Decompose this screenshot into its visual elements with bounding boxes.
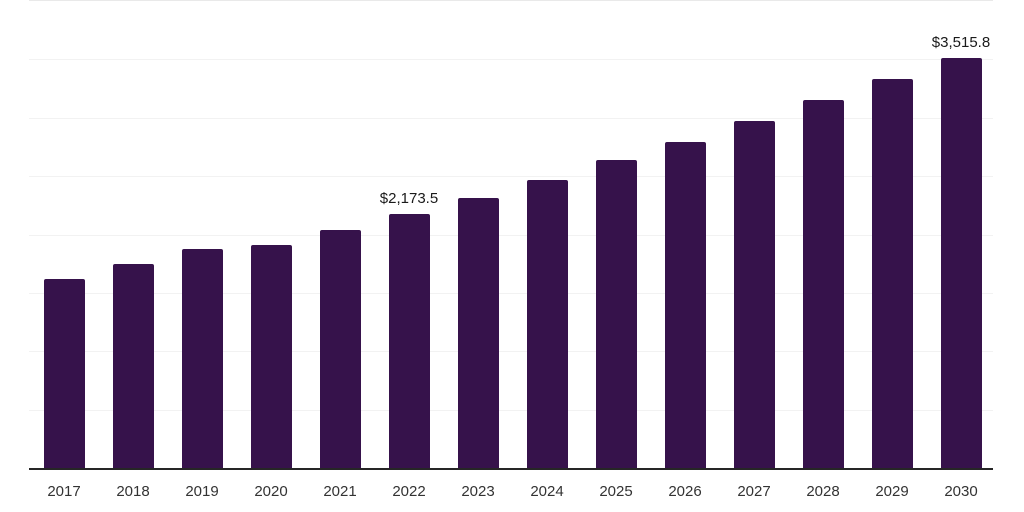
x-tick-label-2025: 2025 [599,483,633,500]
bar-2029 [871,79,913,468]
bar-2025 [595,160,637,468]
bar-2017 [43,278,85,468]
x-tick-label-2028: 2028 [806,483,840,500]
x-tick-label-2024: 2024 [530,483,564,500]
gridline [29,176,993,178]
bar-2022 [388,214,430,468]
gridline [29,234,993,236]
x-tick-label-2020: 2020 [254,483,288,500]
bar-2021 [319,229,361,468]
bar-2020 [250,245,292,468]
data-label-2030: $3,515.8 [931,33,991,51]
x-tick-label-2026: 2026 [668,483,702,500]
x-tick-label-2018: 2018 [116,483,150,500]
data-label-2022: $2,173.5 [379,190,439,208]
bar-2027 [733,121,775,468]
bar-2023 [457,197,499,468]
bar-2026 [664,141,706,468]
x-tick-label-2030: 2030 [944,483,978,500]
x-tick-label-2029: 2029 [875,483,909,500]
gridline [29,117,993,119]
x-tick-label-2023: 2023 [461,483,495,500]
bar-2030 [940,57,982,468]
x-tick-label-2019: 2019 [185,483,219,500]
x-tick-label-2017: 2017 [47,483,81,500]
gridline [29,292,993,294]
gridline [29,351,993,353]
bar-2019 [181,248,223,468]
x-tick-label-2022: 2022 [392,483,426,500]
plot-area [29,0,993,470]
x-tick-label-2027: 2027 [737,483,771,500]
bar-2024 [526,179,568,468]
gridline [29,409,993,411]
bar-2018 [112,263,154,468]
x-tick-label-2021: 2021 [323,483,357,500]
bar-2028 [802,100,844,468]
gridline [29,59,993,61]
